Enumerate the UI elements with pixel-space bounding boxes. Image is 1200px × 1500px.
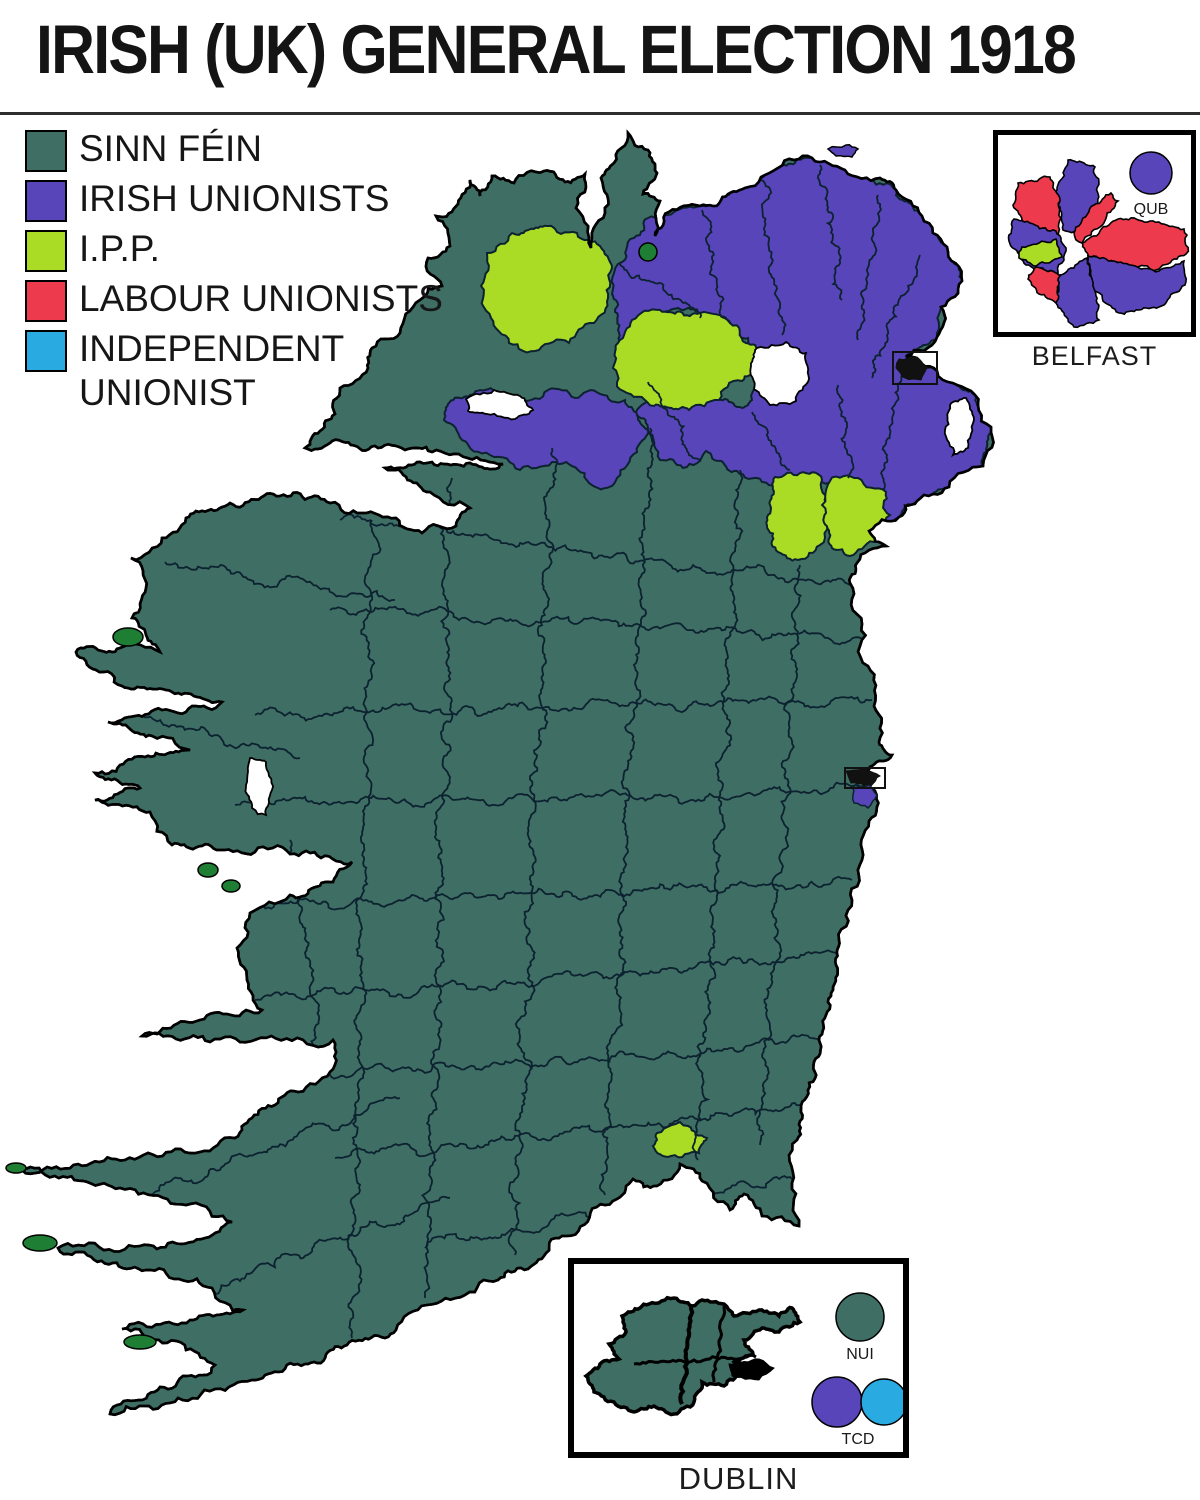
constituency-border xyxy=(329,605,867,646)
legend-swatch-irish-unionists xyxy=(25,180,67,222)
qub-seat-label: QUB xyxy=(1134,201,1169,218)
tcd-seat-label: TCD xyxy=(842,1431,875,1448)
constituency-border xyxy=(205,1195,451,1296)
dublin-division-border xyxy=(633,1353,757,1366)
nui-seat-circle xyxy=(835,1292,885,1342)
constituency-border xyxy=(816,164,843,301)
belfast-city-seats-marker xyxy=(895,356,928,381)
constituency-border xyxy=(835,384,855,479)
region-ipp-northwest xyxy=(479,224,614,354)
tcd-seat-circle-2 xyxy=(860,1378,903,1426)
legend-item-ipp: I.P.P. xyxy=(25,228,443,272)
constituency-border xyxy=(879,359,907,491)
constituency-border xyxy=(346,519,382,1339)
lough-neagh xyxy=(749,340,810,407)
constituency-border xyxy=(619,262,703,319)
constituency-border xyxy=(164,561,395,602)
constituency-border xyxy=(234,781,869,808)
constituency-border xyxy=(871,254,921,379)
constituency-border xyxy=(598,427,656,1196)
coastal-island xyxy=(112,627,144,647)
coastal-island xyxy=(5,1162,27,1174)
legend: SINN FÉIN IRISH UNIONISTS I.P.P. LABOUR … xyxy=(25,128,443,423)
derry-city-seat xyxy=(638,242,658,262)
constituency-border xyxy=(274,1033,826,1083)
constituency-border xyxy=(647,381,701,463)
dublin-division-border xyxy=(678,1305,695,1405)
belfast-ward xyxy=(1073,191,1120,244)
legend-swatch-sinn-fein xyxy=(25,130,67,172)
belfast-caption: BELFAST xyxy=(1031,341,1158,371)
constituency-border xyxy=(759,179,787,336)
legend-swatch-ipp xyxy=(25,230,67,272)
legend-swatch-independent-unionist xyxy=(25,330,67,372)
lough-corrib xyxy=(244,757,275,817)
belfast-ward xyxy=(1018,237,1063,267)
constituency-border xyxy=(420,477,454,1298)
dublin-inset-marker-rect xyxy=(844,767,886,789)
legend-label-labour-unionists: LABOUR UNIONISTS xyxy=(79,278,443,319)
constituency-border xyxy=(149,1095,401,1196)
constituency-border xyxy=(507,447,559,1256)
dublin-city-seats-marker xyxy=(845,767,881,787)
nui-seat-label: NUI xyxy=(846,1346,874,1363)
coastal-island xyxy=(123,1334,157,1350)
belfast-inset: QUB xyxy=(993,130,1196,337)
region-ipp-south-armagh xyxy=(765,471,832,562)
belfast-inset-marker-rect xyxy=(892,351,938,385)
belfast-ward xyxy=(1027,266,1062,305)
legend-item-independent-unionist: INDEPENDENT UNIONIST xyxy=(25,328,443,415)
dublin-city-outline xyxy=(583,1295,803,1417)
coastal-island xyxy=(22,1234,58,1252)
coastal-island xyxy=(221,879,241,893)
clipped-regions xyxy=(99,156,993,1339)
strangford-lough xyxy=(943,397,975,458)
legend-label-sinn-fein: SINN FÉIN xyxy=(79,128,262,169)
dublin-division-border xyxy=(711,1305,727,1383)
tcd-seat-circle-1 xyxy=(811,1376,863,1428)
page-title: IRISH (UK) GENERAL ELECTION 1918 xyxy=(36,10,1200,89)
lough-erne xyxy=(464,388,535,421)
constituency-border xyxy=(244,875,853,911)
qub-seat-circle xyxy=(1129,151,1173,195)
constituency-border xyxy=(756,564,802,1146)
constituency-border xyxy=(254,695,873,722)
coastal-island xyxy=(197,862,219,878)
constituency-border xyxy=(856,194,883,341)
dublin-inset: NUI TCD xyxy=(568,1258,909,1458)
legend-item-labour-unionists: LABOUR UNIONISTS xyxy=(25,278,443,322)
legend-label-ipp: I.P.P. xyxy=(79,228,160,269)
title-divider xyxy=(0,112,1200,115)
legend-item-irish-unionists: IRISH UNIONISTS xyxy=(25,178,443,222)
legend-label-irish-unionists: IRISH UNIONISTS xyxy=(79,178,390,219)
page-title-text: IRISH (UK) GENERAL ELECTION 1918 xyxy=(36,11,1077,88)
legend-item-sinn-fein: SINN FÉIN xyxy=(25,128,443,172)
island-rathlin xyxy=(826,144,860,158)
constituency-border xyxy=(334,1102,806,1159)
belfast-ward xyxy=(1012,175,1062,237)
constituency-border xyxy=(751,411,791,471)
legend-label-independent-unionist: INDEPENDENT UNIONIST xyxy=(79,328,344,413)
dublin-caption: DUBLIN xyxy=(678,1461,799,1496)
rathmines-unionist-seat xyxy=(850,784,878,810)
constituency-border xyxy=(701,209,725,319)
legend-swatch-labour-unionists xyxy=(25,280,67,322)
constituency-border xyxy=(254,949,839,1001)
constituency-border xyxy=(691,469,744,1161)
belfast-ward xyxy=(1086,254,1188,316)
dublin-harbour-marker xyxy=(728,1358,775,1381)
